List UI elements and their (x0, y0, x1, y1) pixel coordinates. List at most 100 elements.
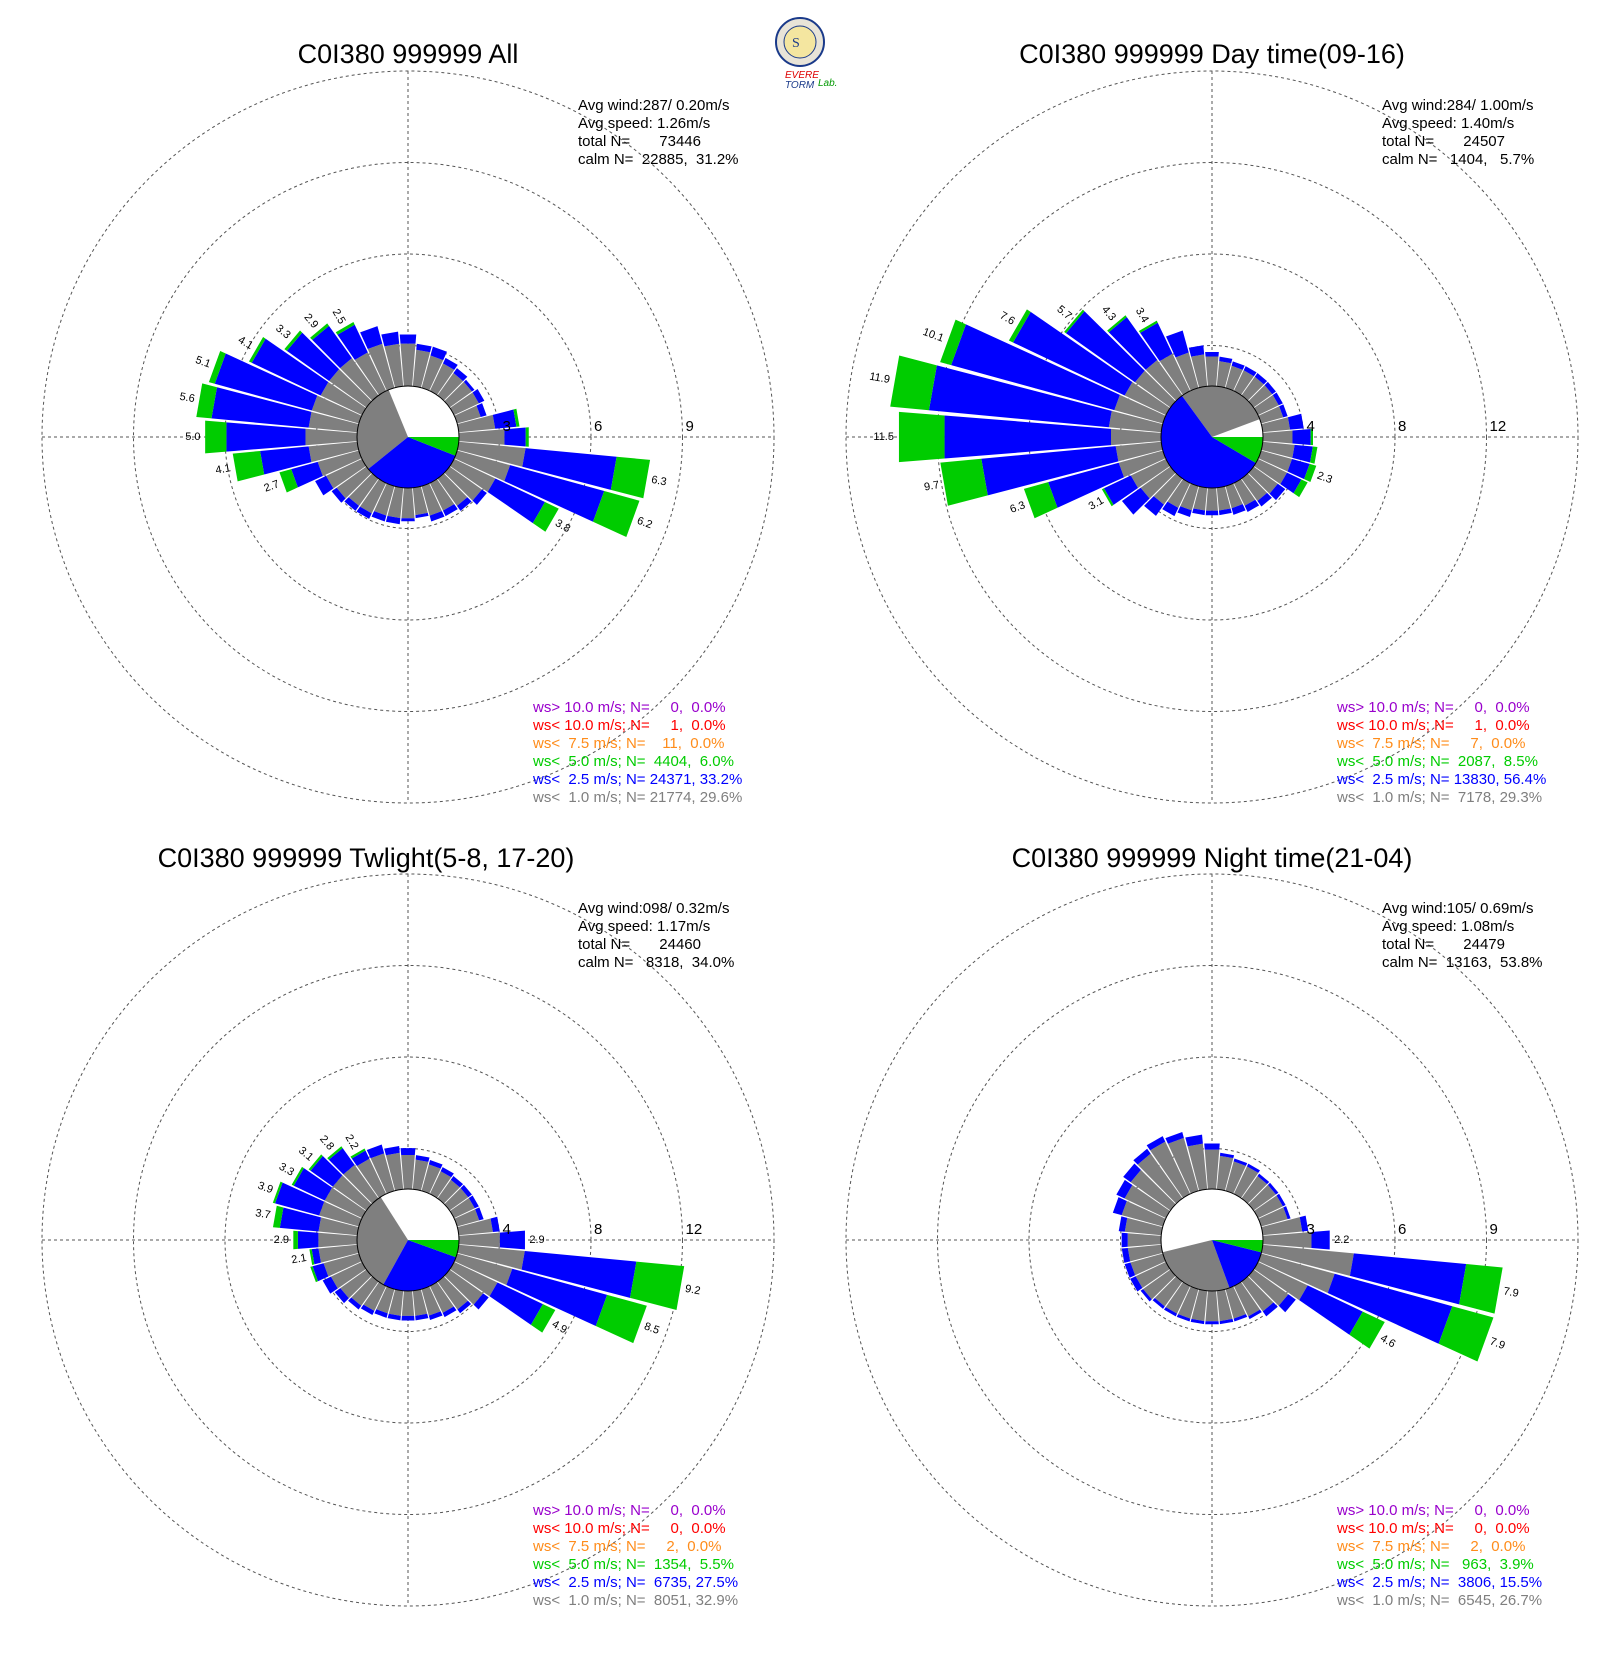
bar-segment (1218, 508, 1232, 516)
bar-210 (356, 478, 387, 519)
stat-avg-wind: Avg wind:284/ 1.00m/s (1382, 97, 1533, 114)
bar-230 (334, 1269, 372, 1304)
bar-segment (1108, 317, 1158, 370)
bar-340 (360, 326, 395, 391)
bar-segment (1103, 475, 1139, 505)
bar-segment (489, 1282, 543, 1325)
legend-entry: ws< 5.0 m/s; N= 2087, 8.5% (1336, 753, 1538, 770)
bar-segment (890, 355, 937, 411)
bar-segment (940, 319, 966, 366)
legend-entry: ws< 2.5 m/s; N= 24371, 33.2% (532, 771, 742, 788)
bar-value-label: 6.3 (1008, 499, 1026, 516)
panel-title: C0I380 999999 Twlight(5-8, 17-20) (158, 843, 575, 873)
bar-segment (205, 420, 227, 454)
bar-segment (326, 458, 367, 489)
bar-260: 4.1 (215, 441, 359, 482)
bar-value-label: 2.2 (343, 1132, 361, 1151)
bar-segment (324, 1187, 367, 1219)
bar-segment (449, 458, 496, 492)
bar-segment (1167, 1137, 1199, 1194)
bar-segment (1219, 1152, 1235, 1159)
ring-3 (937, 162, 1487, 712)
bar-value-label: 3.3 (273, 322, 292, 341)
panel-title: C0I380 999999 Day time(09-16) (1019, 39, 1405, 69)
legend-entry: ws< 7.5 m/s; N= 11, 0.0% (532, 735, 724, 752)
bar-segment (1162, 501, 1179, 517)
bar-segment (444, 466, 482, 501)
bar-150 (1233, 1281, 1262, 1320)
bar-segment (532, 502, 559, 532)
bar-segment (1244, 499, 1260, 512)
bar-180 (401, 1290, 415, 1321)
bar-segment (1124, 1262, 1136, 1278)
windrose-panel-4: 2.2 7.9 7.9 4.6 3 6 9 C0I380 999999 Night time(… (845, 843, 1579, 1609)
logo-lab: Lab. (818, 78, 837, 89)
bar-segment (595, 1294, 647, 1344)
bar-segment (1254, 373, 1268, 385)
bar-segment (1165, 1281, 1191, 1314)
bar-segment (1262, 1231, 1312, 1249)
logo-line1: EVERE (785, 70, 819, 81)
bar-segment (1216, 1289, 1233, 1322)
bar-120 (1253, 458, 1308, 498)
bar-segment (504, 465, 605, 522)
bar-260: 9.7 (923, 441, 1163, 506)
bar-segment (412, 1159, 429, 1191)
bar-220 (1144, 473, 1183, 516)
bar-100 (1261, 441, 1318, 464)
bar-segment (1140, 322, 1173, 362)
bar-segment (437, 473, 468, 506)
bar-segment (1166, 330, 1189, 358)
bar-segment (1205, 351, 1219, 357)
bar-310: 3.3 (273, 322, 372, 408)
bar-280: 5.6 (179, 383, 359, 433)
bar-segment (401, 1315, 415, 1321)
bar-segment (1241, 1176, 1268, 1204)
bar-60 (449, 388, 485, 416)
stat-calm: calm N= 13163, 53.8% (1382, 954, 1543, 971)
bar-segment (1205, 1290, 1219, 1322)
bar-segment (1124, 382, 1171, 416)
bar-280 (1118, 1216, 1163, 1236)
bar-segment (1112, 1197, 1127, 1216)
bar-value-label: 2.7 (262, 478, 280, 495)
bar-110: 2.3 (1258, 450, 1334, 486)
bar-segment (1262, 1302, 1278, 1317)
bar-190 (385, 486, 404, 525)
bar-130 (1248, 466, 1286, 501)
bar-segment (400, 343, 416, 387)
bar-value-label: 3.4 (1133, 306, 1151, 325)
bar-segment (1108, 410, 1163, 433)
bar-segment (310, 323, 329, 340)
bar-segment (1150, 1141, 1191, 1199)
bar-segment (376, 1286, 395, 1314)
bar-segment (1123, 1163, 1141, 1183)
bar-90 (458, 427, 529, 447)
bar-20 (1225, 1158, 1248, 1194)
calm-pie (356, 1188, 460, 1292)
bar-value-label: 4.3 (1099, 304, 1118, 323)
bar-segment (415, 1313, 429, 1321)
ring-label: 9 (1490, 1221, 1498, 1238)
stat-total: total N= 73446 (578, 133, 701, 150)
bar-170 (1216, 1289, 1234, 1325)
legend-entry: ws< 1.0 m/s; N= 8051, 32.9% (532, 1592, 738, 1609)
bar-value-label: 2.2 (1334, 1234, 1349, 1246)
bar-segment (1216, 1155, 1234, 1191)
bar-70 (1258, 404, 1288, 424)
bar-segment (421, 483, 442, 516)
legend-entry: ws> 10.0 m/s; N= 0, 0.0% (532, 1502, 726, 1519)
bar-80 (1261, 1215, 1309, 1236)
bar-segment (940, 458, 988, 506)
bar-segment (305, 428, 358, 446)
bar-180 (401, 487, 415, 522)
bar-segment (1258, 406, 1284, 424)
bar-80 (457, 408, 520, 433)
bar-100: 9.2 (457, 1244, 701, 1310)
bar-segment (293, 1168, 333, 1201)
bar-segment (272, 1205, 284, 1228)
bar-segment (898, 411, 945, 463)
bar-250: 6.3 (1008, 450, 1166, 519)
bar-140 (1241, 473, 1272, 507)
bar-130 (444, 1269, 489, 1310)
